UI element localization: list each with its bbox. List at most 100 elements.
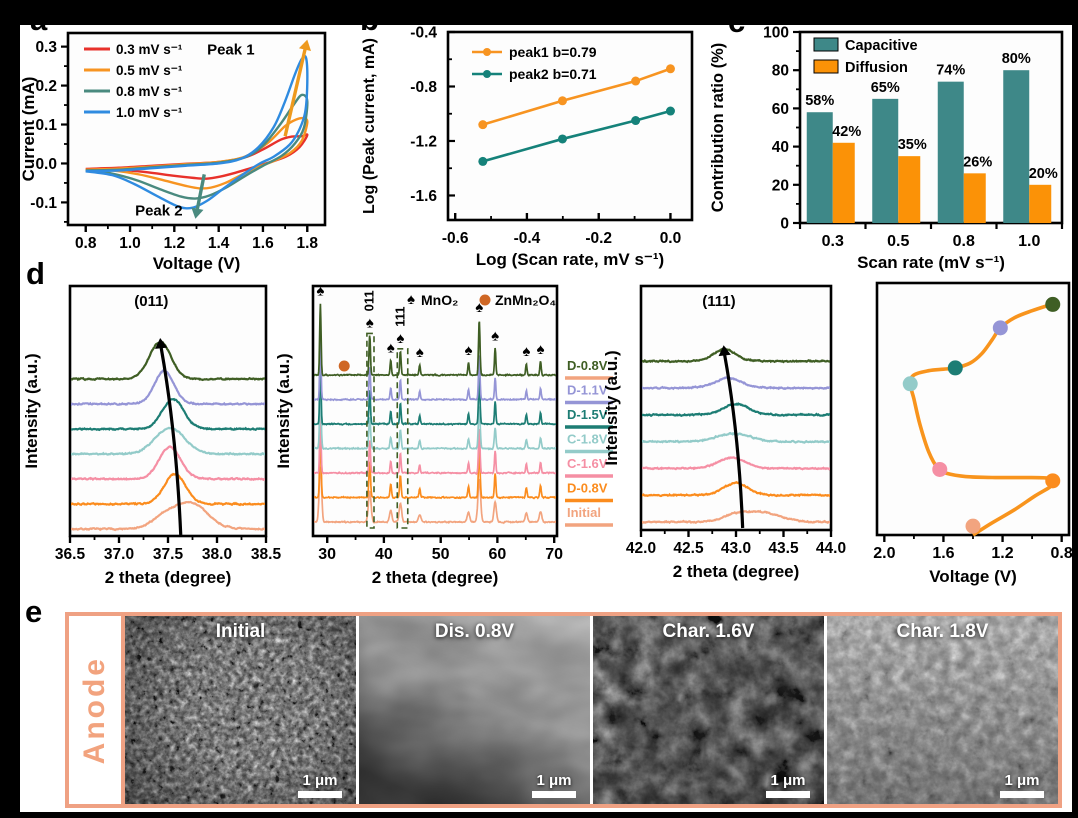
svg-text:♠: ♠ — [407, 291, 415, 308]
svg-text:70: 70 — [545, 546, 563, 563]
scale-bar: 1 μm — [1000, 772, 1044, 798]
svg-text:-0.1: -0.1 — [30, 195, 57, 212]
svg-text:Contribution ratio (%): Contribution ratio (%) — [709, 43, 727, 213]
xrd-011-peak-chart: 36.5 37.0 37.5 38.0 38.5 2 theta (degree) Inte… — [22, 284, 282, 587]
svg-text:1.0: 1.0 — [119, 235, 141, 252]
sem-texture-initial — [125, 616, 356, 804]
svg-text:0.3: 0.3 — [35, 39, 57, 56]
svg-text:-1.6: -1.6 — [410, 188, 437, 205]
scale-bar-text: 1 μm — [770, 772, 806, 789]
sem-label-dis-0-8v: Dis. 0.8V — [434, 621, 515, 642]
cv-curves-chart: 0.8 1.0 1.2 1.4 1.6 1.8 -0.1 0.0 0.1 0.2 0.3 Voltag… — [19, 31, 327, 273]
svg-text:(011): (011) — [134, 293, 168, 310]
svg-text:37.5: 37.5 — [153, 546, 184, 563]
svg-text:42.0: 42.0 — [626, 540, 656, 557]
svg-text:0.3 mV s⁻¹: 0.3 mV s⁻¹ — [116, 42, 183, 57]
sem-image-initial: Initial 1 μm — [125, 616, 356, 804]
svg-text:D-1.1V: D-1.1V — [567, 383, 608, 398]
svg-text:40: 40 — [772, 139, 789, 156]
svg-text:2 theta (degree): 2 theta (degree) — [372, 568, 499, 587]
svg-text:42.5: 42.5 — [673, 540, 704, 557]
scale-bar-text: 1 μm — [302, 772, 338, 789]
svg-text:0.8: 0.8 — [75, 235, 97, 252]
svg-text:-0.2: -0.2 — [585, 230, 612, 247]
sem-label-char-1-8v: Char. 1.8V — [896, 621, 989, 642]
svg-text:40: 40 — [375, 546, 393, 563]
anode-label: Anode — [78, 655, 111, 765]
svg-text:50: 50 — [432, 546, 450, 563]
svg-text:1.2: 1.2 — [991, 545, 1013, 562]
svg-text:38.0: 38.0 — [202, 546, 232, 563]
svg-text:Scan rate (mV s⁻¹): Scan rate (mV s⁻¹) — [857, 253, 1005, 272]
svg-text:peak1 b=0.79: peak1 b=0.79 — [509, 44, 597, 60]
xrd-111-peak-chart: 42.0 42.5 43.0 43.5 44.0 2 theta (degree) Inte… — [602, 284, 846, 581]
anode-side-strip: Anode — [69, 616, 121, 804]
scale-bar-line — [1000, 791, 1044, 798]
scale-bar-line — [532, 791, 576, 798]
svg-text:Intensity (a.u.): Intensity (a.u.) — [274, 353, 293, 468]
svg-text:35%: 35% — [898, 137, 927, 153]
svg-text:100: 100 — [763, 25, 789, 42]
sem-texture-char18 — [827, 616, 1058, 804]
svg-text:1.0 mV s⁻¹: 1.0 mV s⁻¹ — [116, 105, 183, 120]
panel-label-d: d — [26, 256, 45, 291]
svg-text:20: 20 — [772, 177, 789, 194]
svg-text:Log (Scan rate, mV s⁻¹): Log (Scan rate, mV s⁻¹) — [476, 250, 664, 269]
scale-bar: 1 μm — [532, 772, 576, 798]
sem-texture-char16 — [593, 616, 824, 804]
svg-text:-0.4: -0.4 — [410, 25, 437, 42]
sem-image-row: Initial 1 μm Dis. 0.8V 1 μm — [125, 616, 1058, 804]
svg-text:74%: 74% — [936, 63, 965, 79]
svg-text:0.8: 0.8 — [1050, 545, 1072, 562]
svg-text:36.5: 36.5 — [55, 546, 86, 563]
svg-text:Capacitive: Capacitive — [845, 38, 918, 54]
svg-text:0.1: 0.1 — [35, 117, 57, 134]
svg-text:♠: ♠ — [366, 314, 374, 331]
svg-text:Voltage (V): Voltage (V) — [153, 254, 241, 273]
svg-text:60: 60 — [489, 546, 507, 563]
svg-text:♠: ♠ — [316, 283, 324, 300]
scale-bar: 1 μm — [298, 772, 342, 798]
svg-text:38.5: 38.5 — [251, 546, 282, 563]
panel-label-c: c — [728, 4, 746, 39]
svg-text:-1.2: -1.2 — [410, 133, 437, 150]
svg-text:0: 0 — [780, 216, 789, 233]
svg-text:26%: 26% — [963, 154, 992, 170]
svg-text:80: 80 — [772, 63, 789, 80]
svg-text:Diffusion: Diffusion — [845, 60, 908, 76]
scale-bar-line — [298, 791, 342, 798]
svg-text:43.5: 43.5 — [768, 540, 799, 557]
svg-text:Voltage (V): Voltage (V) — [929, 567, 1017, 586]
svg-text:♠: ♠ — [475, 299, 483, 316]
svg-text:(111): (111) — [702, 293, 735, 310]
svg-text:0.5 mV s⁻¹: 0.5 mV s⁻¹ — [116, 63, 183, 78]
svg-text:Log (Peak current, mA): Log (Peak current, mA) — [361, 38, 378, 214]
svg-text:Current (mA): Current (mA) — [19, 77, 38, 182]
svg-text:0.2: 0.2 — [35, 78, 57, 95]
svg-text:20%: 20% — [1029, 166, 1058, 182]
svg-text:♠: ♠ — [522, 343, 530, 360]
svg-text:Intensity (a.u.): Intensity (a.u.) — [22, 353, 41, 468]
sem-image-char-1-6v: Char. 1.6V 1 μm — [593, 616, 824, 804]
svg-text:0.5: 0.5 — [887, 233, 909, 250]
svg-text:2.0: 2.0 — [873, 545, 895, 562]
svg-text:80%: 80% — [1002, 51, 1031, 67]
svg-text:44.0: 44.0 — [816, 540, 846, 557]
svg-text:1.6: 1.6 — [932, 545, 954, 562]
xrd-full-pattern-chart: 30 40 50 60 70 2 theta (degree) Intensity (a.u… — [274, 283, 613, 587]
sem-image-char-1-8v: Char. 1.8V 1 μm — [827, 616, 1058, 804]
svg-text:58%: 58% — [805, 93, 834, 109]
b-value-fit-chart: -0.6 -0.4 -0.2 0.0 -0.4 -0.8 -1.2 -1.6 Log (Scan… — [361, 25, 694, 269]
scale-bar-line — [766, 791, 810, 798]
panel-label-b: b — [360, 2, 379, 37]
svg-text:0.3: 0.3 — [822, 233, 844, 250]
svg-text:D-0.8V: D-0.8V — [567, 481, 608, 496]
sem-image-dis-0-8v: Dis. 0.8V 1 μm — [359, 616, 590, 804]
svg-text:2 theta (degree): 2 theta (degree) — [673, 562, 800, 581]
svg-text:D-0.8V: D-0.8V — [567, 358, 608, 373]
svg-text:♠: ♠ — [537, 341, 545, 358]
svg-text:♠: ♠ — [416, 344, 424, 361]
svg-text:1.4: 1.4 — [208, 235, 230, 252]
sem-panel: Anode Initial 1 μm — [65, 612, 1062, 808]
